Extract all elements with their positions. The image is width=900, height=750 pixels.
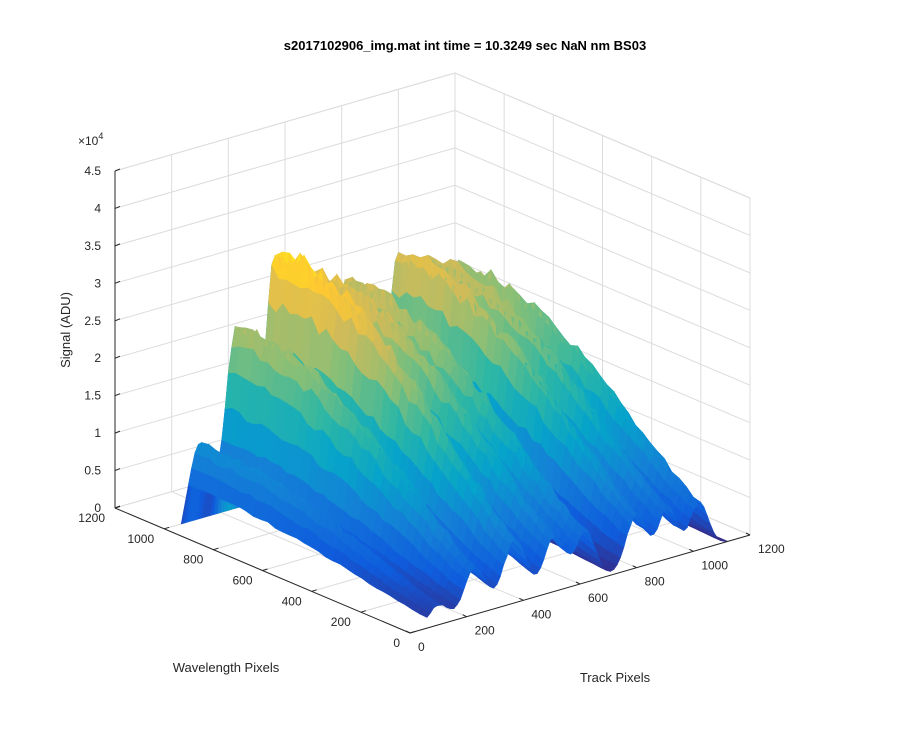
z-tick-label: 4.5 bbox=[84, 164, 101, 178]
x-axis-label: Track Pixels bbox=[580, 670, 651, 685]
z-tick-mark bbox=[114, 205, 121, 209]
surface bbox=[180, 251, 728, 618]
x-tick-mark bbox=[462, 614, 467, 618]
x-tick-mark bbox=[689, 548, 694, 552]
tick-labels: 0 0.5 1 1.5 2 2.5 3 3.5 4 4.5 0 200 400 600 800 1000 120… bbox=[78, 164, 785, 654]
z-tick-mark bbox=[114, 430, 121, 434]
z-tick-label: 2.5 bbox=[84, 314, 101, 328]
x-tick-mark bbox=[405, 630, 411, 634]
y-tick-label: 1000 bbox=[127, 532, 154, 546]
y-tick-label: 200 bbox=[331, 615, 351, 629]
grid-line-z bbox=[114, 222, 751, 349]
z-tick-label: 3.5 bbox=[84, 239, 101, 253]
x-tick-mark bbox=[519, 597, 524, 601]
x-tick-mark bbox=[745, 532, 751, 536]
y-tick-mark bbox=[213, 547, 219, 551]
y-tick-label: 600 bbox=[232, 574, 252, 588]
x-tick-label: 600 bbox=[588, 591, 608, 605]
z-tick-mark bbox=[114, 280, 121, 284]
z-tick-mark bbox=[114, 355, 121, 359]
y-tick-mark bbox=[164, 526, 170, 530]
x-tick-label: 0 bbox=[418, 640, 425, 654]
z-tick-label: 4 bbox=[94, 201, 101, 215]
x-tick-label: 800 bbox=[645, 575, 665, 589]
grid-line-z bbox=[114, 147, 751, 274]
grid-line-z bbox=[114, 259, 751, 386]
pane-frame bbox=[114, 72, 751, 199]
y-axis-label: Wavelength Pixels bbox=[173, 660, 280, 675]
y-tick-mark bbox=[114, 506, 121, 509]
chart-title: s2017102906_img.mat int time = 10.3249 s… bbox=[284, 38, 646, 53]
z-tick-label: 1 bbox=[94, 426, 101, 440]
x-tick-label: 1000 bbox=[701, 558, 728, 572]
grid-line-z bbox=[114, 184, 751, 311]
z-tick-label: 0 bbox=[94, 501, 101, 515]
z-tick-label: 1.5 bbox=[84, 389, 101, 403]
y-tick-label: 0 bbox=[393, 636, 400, 650]
grid-line-z bbox=[114, 109, 751, 236]
y-tick-mark bbox=[311, 589, 317, 592]
surface-patch bbox=[716, 537, 728, 542]
z-tick-mark bbox=[114, 468, 121, 472]
x-tick-label: 400 bbox=[531, 607, 551, 621]
y-tick-label: 400 bbox=[282, 594, 302, 608]
z-tick-mark bbox=[114, 243, 121, 247]
x-tick-mark bbox=[632, 565, 637, 569]
x-tick-label: 200 bbox=[475, 624, 495, 638]
z-exponent-label: ×104 bbox=[78, 131, 103, 148]
x-tick-mark bbox=[575, 581, 581, 585]
z-tick-label: 0.5 bbox=[84, 464, 101, 478]
z-tick-label: 3 bbox=[94, 276, 101, 290]
z-tick-label: 2 bbox=[94, 351, 101, 365]
z-tick-mark bbox=[114, 393, 121, 397]
y-tick-mark bbox=[262, 568, 268, 571]
z-axis-label: Signal (ADU) bbox=[58, 292, 73, 368]
axes bbox=[114, 168, 751, 634]
y-tick-label: 1200 bbox=[78, 511, 105, 525]
y-tick-mark bbox=[360, 610, 366, 613]
z-tick-mark bbox=[114, 318, 121, 322]
z-tick-mark bbox=[114, 168, 121, 172]
y-tick-label: 800 bbox=[183, 553, 203, 567]
grid-line-z bbox=[114, 72, 751, 199]
x-tick-label: 1200 bbox=[758, 542, 785, 556]
y-tick-mark bbox=[409, 631, 416, 634]
